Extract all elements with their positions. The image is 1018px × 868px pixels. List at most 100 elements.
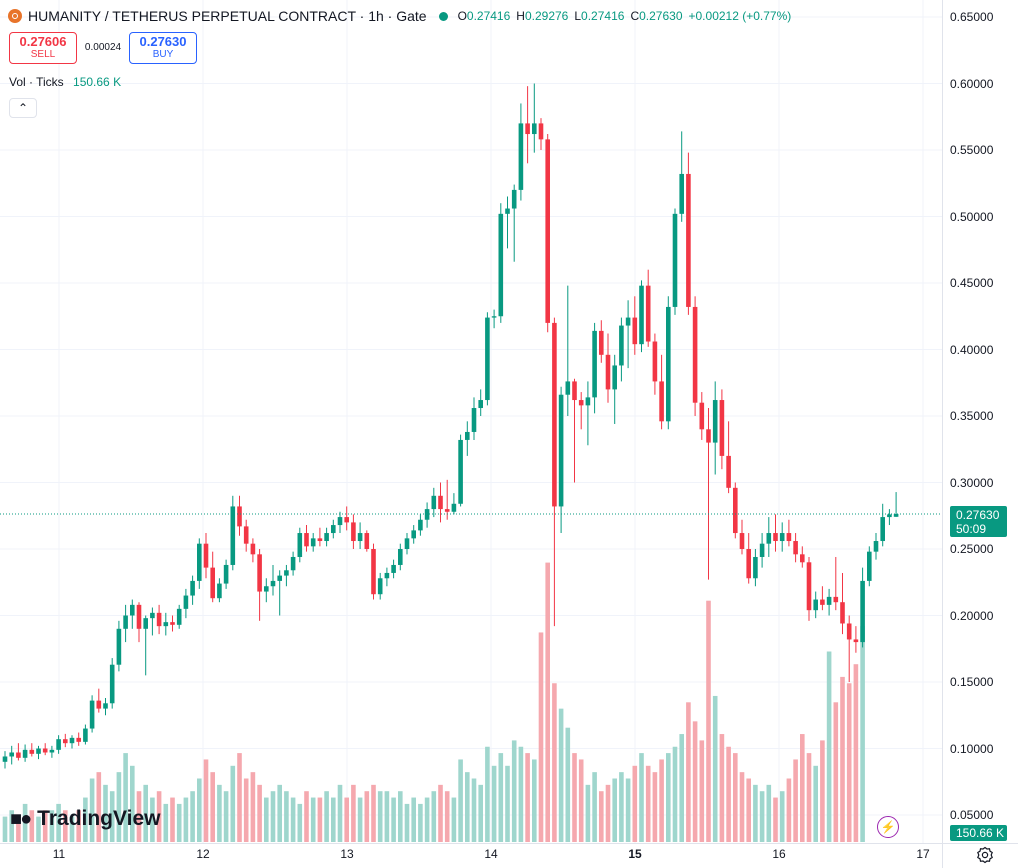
candle-body [123,615,128,629]
candle-body [766,533,772,544]
volume-bar [800,734,805,842]
candle-body [605,354,611,390]
candle-body [565,381,571,395]
volume-bar [364,791,370,842]
volume-bar [170,797,175,842]
volume-bar [438,784,443,842]
time-tick-label: 13 [340,847,354,861]
candle-body [310,538,316,547]
volume-bar [143,784,148,842]
volume-bar [257,784,262,842]
candle-body [116,628,122,665]
candle-body [826,596,832,605]
candle-body [203,543,209,568]
volume-bar [130,765,135,842]
candle-body [471,408,477,432]
candle-body [612,365,617,390]
ohlc-value: 0.27416 [581,9,625,23]
volume-bar [103,784,108,842]
candle-body [706,429,711,443]
volume-bar [384,791,390,842]
volume-bar [786,778,792,842]
volume-legend[interactable]: Vol · Ticks 150.66 K [9,75,121,89]
volume-bar [317,797,323,842]
candle-body [404,538,410,549]
volume-bar [49,810,55,842]
volume-bar [605,784,611,842]
price-tick-label: 0.60000 [950,76,994,91]
candle-body [230,506,236,565]
candle-body [753,556,758,579]
volume-bar [344,797,349,842]
volume-bar [371,784,376,842]
volume-bar [310,797,316,842]
price-tick-label: 0.10000 [950,741,994,756]
volume-bar [739,772,745,842]
tradingview-logo[interactable]: ■● TradingView [10,807,161,831]
volume-bar [833,702,839,842]
candle-body [304,533,309,547]
candle-body [625,317,631,326]
candle-body [545,139,550,323]
ohlc-key: L [574,9,582,23]
volume-bar [96,772,102,842]
volume-bar [779,791,785,842]
gear-icon[interactable] [976,846,994,864]
price-tick-label: 0.05000 [950,808,994,822]
candle-body [364,533,370,549]
candle-body [759,543,765,557]
sell-button[interactable]: 0.27606 SELL [9,32,77,64]
candle-body [679,173,684,214]
time-tick-label: 15 [628,847,642,861]
volume-bar [297,803,303,842]
candle-body [538,123,544,140]
volume-bar [860,626,865,842]
lightning-icon[interactable]: ⚡ [877,816,899,838]
volume-bar [377,791,383,842]
volume-bar [491,765,497,842]
collapse-legend-button[interactable]: ⌃ [9,98,37,118]
volume-bar [578,759,584,842]
volume-bar [351,784,356,842]
candle-body [873,541,879,552]
ohlc-key: C [630,9,640,23]
volume-bar [518,746,524,842]
candle-body [22,749,28,758]
volume-bar [116,772,122,842]
volume-bar [163,803,169,842]
candle-body [699,402,705,430]
candle-body [103,703,108,709]
volume-bar [250,772,256,842]
candle-body [243,526,249,544]
candle-body [331,525,336,534]
symbol-title[interactable]: HUMANITY / TETHERUS PERPETUAL CONTRACT ·… [28,8,427,24]
volume-bar [532,759,537,842]
buy-button[interactable]: 0.27630 BUY [129,32,197,64]
volume-bar [2,816,8,842]
candle-body [56,739,61,750]
candle-body [398,549,403,565]
buy-price: 0.27630 [139,34,187,49]
volume-bar [109,791,115,842]
candle-body [210,567,215,599]
candle-body [257,554,262,592]
volume-bar [203,759,209,842]
candle-body [344,517,349,523]
volume-legend-value: 150.66 K [73,75,122,89]
candle-body [9,752,14,757]
brand-name: TradingView [37,807,161,830]
coin-icon [8,9,22,23]
candle-body [773,533,778,542]
candle-body [491,316,497,318]
candle-body [391,564,396,573]
candle-body [89,700,95,729]
volume-bar [773,797,778,842]
volume-bar [36,816,41,842]
candle-body [846,623,852,640]
candle-body [277,575,282,581]
volume-bar [846,683,852,842]
volume-bar [545,562,550,842]
candle-body [458,439,463,504]
volume-bar [558,708,564,842]
